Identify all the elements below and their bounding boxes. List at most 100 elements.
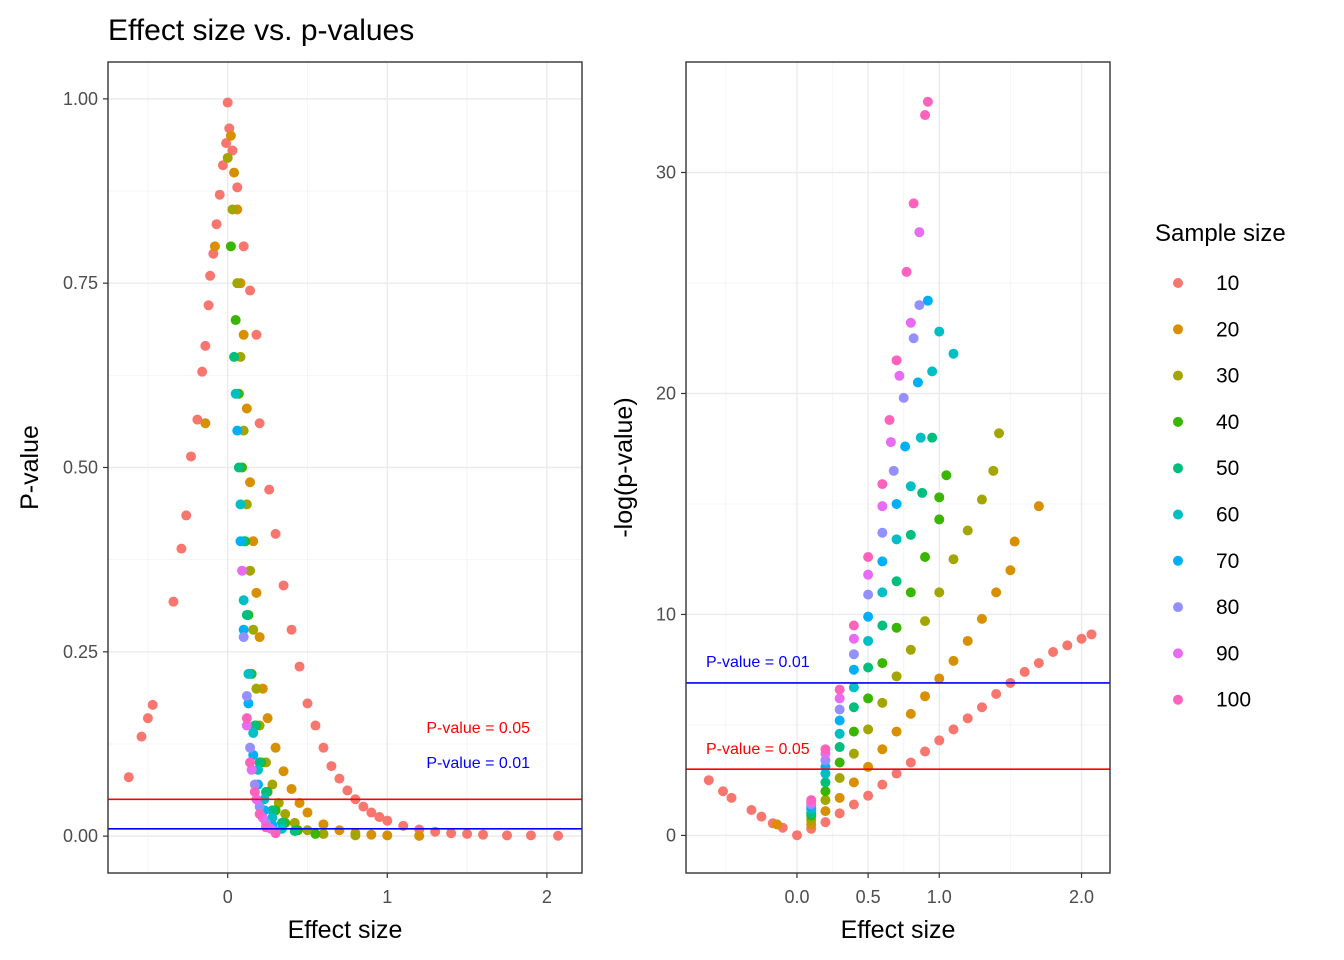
- data-point: [248, 624, 259, 635]
- data-point: [248, 727, 259, 738]
- data-point: [717, 786, 728, 797]
- data-point: [245, 285, 256, 296]
- data-point: [863, 693, 874, 704]
- series-n-30: [222, 152, 361, 841]
- data-point: [136, 731, 147, 742]
- data-point: [289, 825, 300, 836]
- data-point: [888, 465, 899, 476]
- data-point: [948, 554, 959, 565]
- data-point: [703, 775, 714, 786]
- data-point: [214, 189, 225, 200]
- data-point: [863, 761, 874, 772]
- data-point: [326, 761, 337, 772]
- data-point: [917, 487, 928, 498]
- legend-item: 50: [1173, 457, 1239, 480]
- data-point: [863, 790, 874, 801]
- data-point: [280, 809, 291, 820]
- data-point: [820, 777, 831, 788]
- data-point: [233, 462, 244, 473]
- data-point: [245, 742, 256, 753]
- data-point: [478, 829, 489, 840]
- data-point: [446, 828, 457, 839]
- data-point: [241, 691, 252, 702]
- data-point: [230, 315, 241, 326]
- data-point: [238, 632, 249, 643]
- data-point: [834, 742, 845, 753]
- data-point: [1086, 629, 1097, 640]
- data-point: [806, 795, 817, 806]
- data-point: [382, 830, 393, 841]
- panel-border: [685, 61, 1111, 874]
- data-point: [948, 655, 959, 666]
- data-point: [462, 828, 473, 839]
- data-point: [232, 278, 243, 289]
- data-point: [225, 241, 236, 252]
- data-point: [270, 742, 281, 753]
- legend-key: [1173, 602, 1183, 613]
- data-point: [948, 348, 959, 359]
- series-n-90: [806, 227, 925, 808]
- data-point: [962, 635, 973, 646]
- legend-key: [1173, 694, 1183, 705]
- data-point: [270, 828, 281, 839]
- data-point: [366, 807, 377, 818]
- data-point: [123, 772, 134, 783]
- legend-item: 40: [1173, 411, 1239, 434]
- data-point: [334, 825, 345, 836]
- threshold-label: P-value = 0.01: [706, 654, 810, 671]
- data-point: [302, 698, 313, 709]
- data-point: [920, 551, 931, 562]
- data-point: [756, 811, 767, 822]
- data-point: [915, 432, 926, 443]
- legend-key: [1173, 324, 1183, 335]
- series-n-100: [241, 713, 281, 839]
- data-point: [245, 565, 256, 576]
- series-n-100: [806, 96, 933, 806]
- legend-item: 100: [1173, 689, 1251, 712]
- data-point: [877, 744, 888, 755]
- x-tick-label: 1.0: [927, 887, 952, 907]
- data-point: [342, 785, 353, 796]
- data-point: [877, 556, 888, 567]
- data-point: [820, 806, 831, 817]
- data-point: [834, 757, 845, 768]
- data-point: [203, 300, 214, 311]
- series-n-50: [806, 432, 938, 819]
- data-point: [920, 691, 931, 702]
- data-point: [251, 683, 262, 694]
- data-point: [834, 808, 845, 819]
- legend-item: 20: [1173, 318, 1239, 341]
- legend-item: 70: [1173, 550, 1239, 573]
- data-point: [350, 830, 361, 841]
- data-point: [891, 355, 902, 366]
- data-point: [248, 536, 259, 547]
- data-point: [848, 777, 859, 788]
- data-point: [863, 724, 874, 735]
- x-tick-label: 2.0: [1069, 887, 1094, 907]
- data-point: [922, 96, 933, 107]
- threshold-label: P-value = 0.05: [706, 741, 810, 758]
- data-point: [834, 684, 845, 695]
- data-point: [147, 699, 158, 710]
- data-point: [235, 499, 246, 510]
- data-point: [238, 241, 249, 252]
- data-point: [249, 786, 260, 797]
- data-point: [863, 589, 874, 600]
- data-point: [553, 830, 564, 841]
- data-point: [891, 768, 902, 779]
- data-point: [877, 779, 888, 790]
- data-point: [877, 697, 888, 708]
- y-tick-label: 0.00: [63, 826, 98, 846]
- legend-title: Sample size: [1155, 220, 1286, 247]
- panel-neglog: P-value = 0.01 P-value = 0.05 0.0 0.5 1.0 2.0…: [610, 61, 1111, 944]
- data-point: [294, 797, 305, 808]
- data-point: [1033, 658, 1044, 669]
- data-point: [501, 830, 512, 841]
- legend: Sample size 10 20 30 40 50 60 70 80 90 100: [1155, 220, 1286, 712]
- y-tick-label: 20: [656, 383, 676, 403]
- data-point: [238, 624, 249, 635]
- data-point: [894, 370, 905, 381]
- legend-key: [1173, 555, 1183, 566]
- data-point: [988, 465, 999, 476]
